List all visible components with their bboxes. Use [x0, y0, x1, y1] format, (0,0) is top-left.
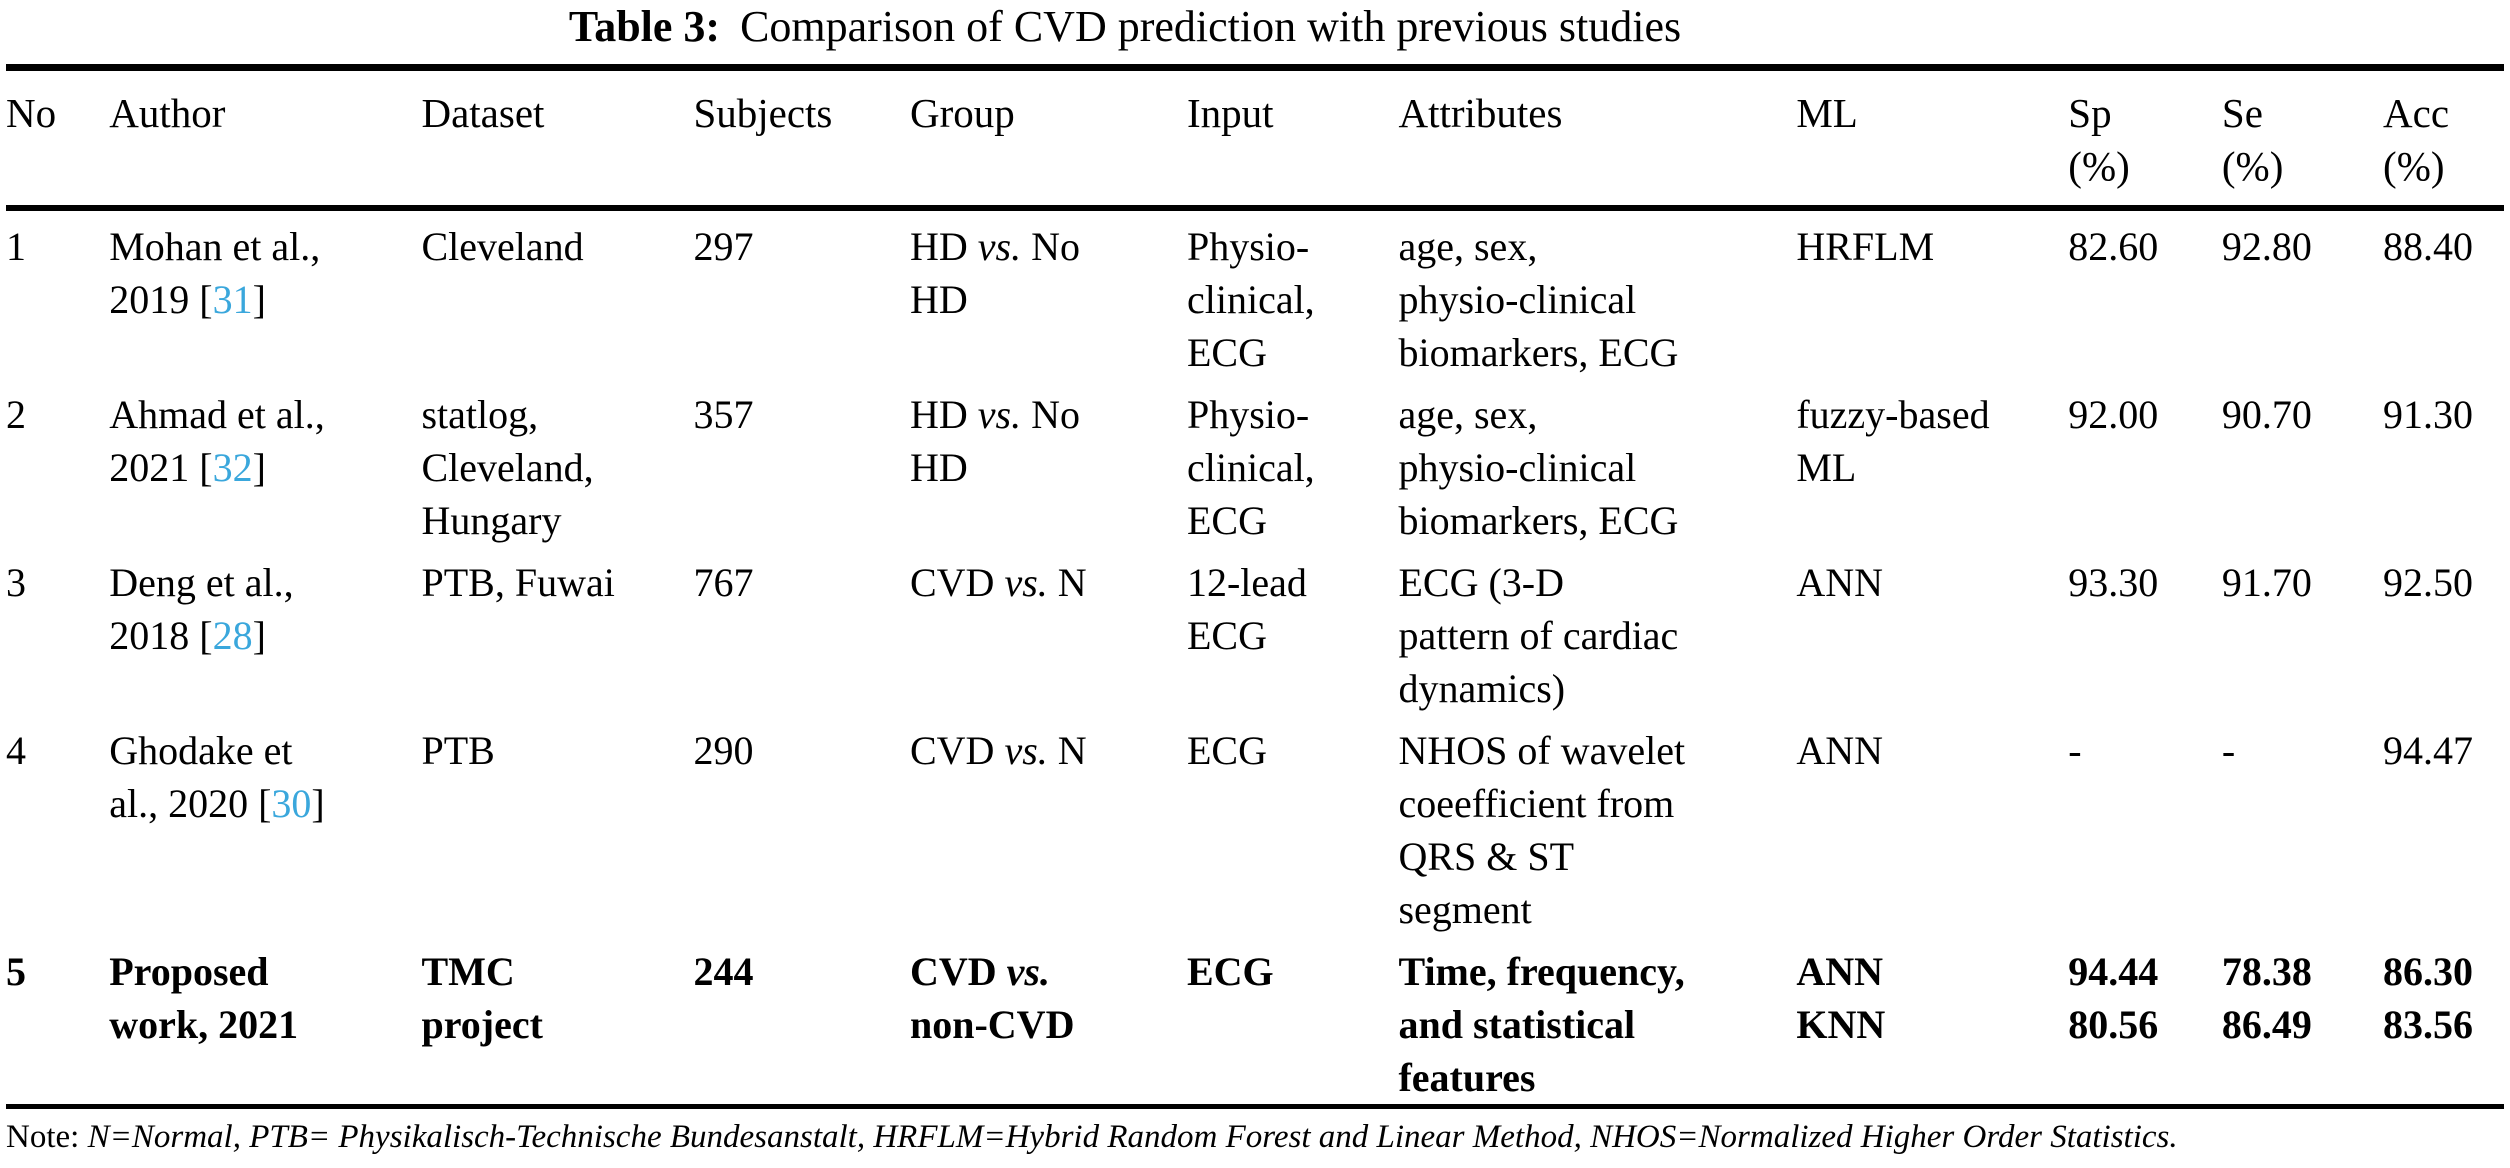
- cell-subjects: 244: [693, 949, 754, 994]
- table-row: 2 Ahmad et al., 2021 [32] statlog, Clevela…: [6, 379, 2504, 547]
- cell-author: Ahmad et al., 2021 [32]: [109, 392, 325, 490]
- cell-sp: -: [2068, 728, 2082, 773]
- column-header-input: Input: [1186, 67, 1399, 211]
- cell-author: Mohan et al., 2019 [31]: [109, 224, 321, 322]
- cell-no: 1: [6, 224, 26, 269]
- cell-se: 90.70: [2221, 392, 2312, 437]
- cell-acc: 91.30: [2383, 392, 2474, 437]
- cell-dataset: statlog, Cleveland, Hungary: [421, 392, 594, 543]
- cell-sp: 92.00: [2068, 392, 2159, 437]
- vs-italic: vs.: [1004, 560, 1048, 605]
- cell-acc: 86.30 83.56: [2383, 949, 2474, 1047]
- table-row: 1 Mohan et al., 2019 [31] Cleveland 297 HD v…: [6, 208, 2504, 379]
- table-row: 3 Deng et al., 2018 [28] PTB, Fuwai 767 CVD …: [6, 547, 2504, 715]
- comparison-table: No Author Dataset Subjects Group Input Attribu…: [6, 64, 2504, 1109]
- citation-number[interactable]: 28: [212, 613, 253, 658]
- cell-attributes: NHOS of wavelet coeefficient from QRS & …: [1398, 728, 1686, 932]
- table-note: Note: N=Normal, PTB= Physikalisch-Techni…: [6, 1117, 2504, 1157]
- column-header-group: Group: [909, 67, 1187, 211]
- cell-input: ECG: [1186, 949, 1274, 994]
- cell-ml: fuzzy-based ML: [1796, 392, 1990, 490]
- header-row: No Author Dataset Subjects Group Input Attribu…: [6, 67, 2504, 211]
- cell-dataset: TMC project: [421, 949, 543, 1047]
- table-title-label: Table 3:: [568, 2, 721, 51]
- cell-attributes: age, sex, physio-clinical biomarkers, EC…: [1398, 392, 1679, 543]
- cell-group: CVD vs. N: [909, 560, 1087, 605]
- cell-sp: 82.60: [2068, 224, 2159, 269]
- cell-input: ECG: [1186, 728, 1267, 773]
- column-header-attributes: Attributes: [1398, 67, 1797, 211]
- cell-subjects: 297: [693, 224, 754, 269]
- cell-attributes: Time, frequency, and statistical feature…: [1398, 949, 1685, 1100]
- cell-se: -: [2221, 728, 2236, 773]
- column-header-se: Se (%): [2221, 67, 2384, 211]
- cell-dataset: Cleveland: [421, 224, 584, 269]
- column-header-acc: Acc (%): [2383, 67, 2504, 211]
- cell-author: Deng et al., 2018 [28]: [109, 560, 294, 658]
- column-header-unit: (%): [2383, 143, 2445, 189]
- cell-no: 4: [6, 728, 26, 773]
- cell-author: Ghodake et al., 2020 [30]: [109, 728, 325, 826]
- cell-se: 78.38 86.49: [2221, 949, 2312, 1047]
- citation-number[interactable]: 32: [212, 445, 253, 490]
- table-row: 4 Ghodake et al., 2020 [30] PTB 290 CVD vs. …: [6, 715, 2504, 936]
- column-header-unit: (%): [2068, 143, 2130, 189]
- cell-subjects: 357: [693, 392, 754, 437]
- table-header: No Author Dataset Subjects Group Input Attribu…: [6, 67, 2504, 211]
- cell-no: 5: [6, 949, 26, 994]
- cell-ml: ANN: [1796, 728, 1884, 773]
- cell-se: 92.80: [2221, 224, 2312, 269]
- column-header-author: Author: [109, 67, 422, 211]
- column-header-dataset: Dataset: [421, 67, 694, 211]
- table-title: Table 3: Comparison of CVD prediction wit…: [0, 2, 2374, 52]
- cell-acc: 88.40: [2383, 224, 2474, 269]
- vs-italic: vs.: [1006, 949, 1050, 994]
- note-text: N=Normal, PTB= Physikalisch-Technische B…: [87, 1119, 2178, 1155]
- note-prefix: Note:: [6, 1119, 80, 1155]
- cell-no: 2: [6, 392, 26, 437]
- cell-dataset: PTB: [421, 728, 495, 773]
- cell-group: CVD vs. N: [909, 728, 1087, 773]
- column-header-subjects: Subjects: [693, 67, 910, 211]
- cell-dataset: PTB, Fuwai: [421, 560, 615, 605]
- cell-acc: 92.50: [2383, 560, 2474, 605]
- cell-group: HD vs. No HD: [909, 392, 1080, 490]
- cell-input: Physio- clinical, ECG: [1186, 224, 1315, 375]
- cell-subjects: 767: [693, 560, 754, 605]
- column-header-unit: (%): [2221, 143, 2284, 189]
- column-header-ml: ML: [1796, 67, 2069, 211]
- cell-sp: 94.44 80.56: [2068, 949, 2159, 1047]
- cell-group: HD vs. No HD: [909, 224, 1080, 322]
- cell-ml: ANN KNN: [1796, 949, 1886, 1047]
- column-header-sp: Sp (%): [2068, 67, 2222, 211]
- cell-group: CVD vs. non-CVD: [909, 949, 1075, 1047]
- vs-italic: vs.: [977, 224, 1022, 269]
- cell-ml: HRFLM: [1796, 224, 1935, 269]
- cell-se: 91.70: [2221, 560, 2312, 605]
- cell-attributes: age, sex, physio-clinical biomarkers, EC…: [1398, 224, 1679, 375]
- table-row: 5 Proposed work, 2021 TMC project 244 CVD vs…: [6, 936, 2504, 1107]
- cell-sp: 93.30: [2068, 560, 2159, 605]
- cell-author: Proposed work, 2021: [109, 949, 299, 1047]
- cell-attributes: ECG (3-D pattern of cardiac dynamics): [1398, 560, 1679, 711]
- cell-no: 3: [6, 560, 26, 605]
- citation-number[interactable]: 31: [212, 277, 253, 322]
- cell-input: Physio- clinical, ECG: [1186, 392, 1315, 543]
- citation-number[interactable]: 30: [271, 781, 312, 826]
- table-body: 1 Mohan et al., 2019 [31] Cleveland 297 HD v…: [6, 208, 2504, 1107]
- cell-ml: ANN: [1796, 560, 1884, 605]
- cell-input: 12-lead ECG: [1186, 560, 1307, 658]
- cell-acc: 94.47: [2383, 728, 2474, 773]
- vs-italic: vs.: [1004, 728, 1048, 773]
- table-title-text: Comparison of CVD prediction with previo…: [740, 2, 1682, 51]
- cell-subjects: 290: [693, 728, 754, 773]
- vs-italic: vs.: [977, 392, 1022, 437]
- column-header-no: No: [6, 67, 110, 211]
